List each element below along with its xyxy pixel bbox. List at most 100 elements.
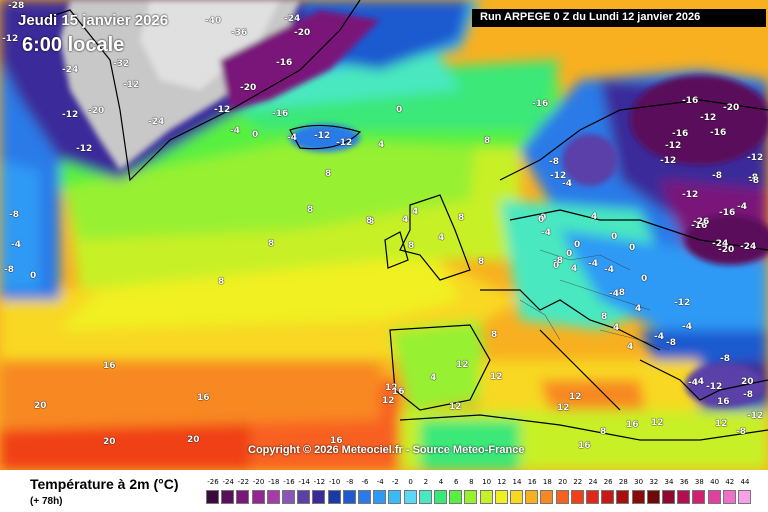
scale-tick-label: 10 <box>482 478 492 486</box>
map-canvas <box>0 0 768 470</box>
isotherm-label: 4 <box>402 215 409 225</box>
scale-tick-label: 20 <box>558 478 568 486</box>
isotherm-label: 16 <box>103 361 116 371</box>
scale-swatch <box>646 490 660 504</box>
borders <box>519 249 671 351</box>
isotherm-label: 12 <box>382 396 395 406</box>
isotherm-label: -4 <box>11 240 21 250</box>
temperature-map: -28 -12 -24 -32 -12 -20 -12 -12 -8 -4 -8 0 -40 -36 -24… <box>0 0 768 470</box>
isotherm-label: 0 <box>540 213 547 223</box>
scale-tick-label: -18 <box>268 478 280 486</box>
scale-tick-label: 24 <box>588 478 598 486</box>
scale-tick-label: -4 <box>376 478 384 486</box>
isotherm-label: -20 <box>718 245 735 255</box>
isotherm-label: -12 <box>214 105 231 115</box>
isotherm-label: 20 <box>187 435 200 445</box>
isotherm-label: -8 <box>736 427 746 437</box>
isotherm-label: -8 <box>743 390 753 400</box>
scale-swatch <box>282 490 295 504</box>
isotherm-label: -4 <box>654 332 664 342</box>
isotherm-label: 0 <box>538 215 545 225</box>
isotherm-label: -4 <box>737 202 747 212</box>
isotherm-label: -12 <box>62 110 79 120</box>
isotherm-label: -8 <box>549 157 559 167</box>
scale-swatch <box>342 490 356 504</box>
isotherm-label: 0 <box>252 130 259 140</box>
isotherm-label: 12 <box>385 383 398 393</box>
isotherm-label: 4 <box>412 207 419 217</box>
scale-swatch <box>525 490 539 504</box>
scale-swatch <box>464 490 478 504</box>
isotherm-label: -16 <box>276 58 293 68</box>
legend: Température à 2m (°C) (+ 78h) -26 -24 -22-… <box>0 470 768 512</box>
scale-swatch <box>707 490 721 504</box>
isotherm-label: 0 <box>641 274 648 284</box>
scale-swatch <box>434 490 447 504</box>
scale-tick-label: 16 <box>527 478 537 486</box>
scale-tick-label: -26 <box>207 478 219 486</box>
isotherm-label: 8 <box>600 427 607 437</box>
isotherm-label: 4 <box>635 304 642 314</box>
isotherm-label: -4 <box>287 133 297 143</box>
isotherm-label: -8 <box>4 265 14 275</box>
scale-swatch <box>449 490 463 504</box>
isotherm-label: -16 <box>672 129 689 139</box>
isotherm-label: -32 <box>113 59 130 69</box>
isotherm-label: -16 <box>532 99 549 109</box>
scale-tick-label: 32 <box>649 478 659 486</box>
isotherm-label: -24 <box>740 242 757 252</box>
scale-tick-label: 36 <box>679 478 689 486</box>
scale-tick-label: 30 <box>634 478 644 486</box>
scale-tick-label: 18 <box>542 478 552 486</box>
isotherm-label: 8 <box>325 169 332 179</box>
isotherm-label: 0 <box>574 240 581 250</box>
scale-tick-label: -20 <box>252 478 265 486</box>
scale-swatch <box>206 490 219 504</box>
scale-swatch <box>358 490 371 504</box>
isotherm-label: -4 <box>682 322 692 332</box>
scale-tick-label: -24 <box>222 478 234 486</box>
scale-swatch <box>403 490 417 504</box>
isotherm-label: -12 <box>674 298 691 308</box>
isotherm-label: 4 <box>613 323 620 333</box>
isotherm-label: -4 <box>609 289 619 299</box>
isotherm-label: -20 <box>294 28 311 38</box>
scale-tick-label: -6 <box>361 478 369 486</box>
scale-swatch <box>388 490 402 504</box>
scale-tick-label: 38 <box>694 478 704 486</box>
isotherm-label: -8 <box>720 354 730 364</box>
isotherm-label: -12 <box>747 153 764 163</box>
isotherm-label: -12 <box>76 144 93 154</box>
cold-cores <box>60 0 768 407</box>
isotherm-label: -12 <box>682 190 699 200</box>
scale-swatch <box>662 490 675 504</box>
isotherm-label: 12 <box>490 372 503 382</box>
isotherm-label: 20 <box>34 401 47 411</box>
scale-tick-label: -14 <box>298 478 310 486</box>
isotherm-label: 16 <box>578 441 591 451</box>
isotherm-label: -8 <box>553 256 563 266</box>
scale-swatch <box>494 490 508 504</box>
legend-lead-time: (+ 78h) <box>30 496 63 507</box>
isotherm-label: 0 <box>30 271 37 281</box>
isotherm-label: 16 <box>392 387 405 397</box>
scale-swatch <box>540 490 554 504</box>
isotherm-label: 4 <box>438 233 445 243</box>
isotherm-label: -8 <box>9 210 19 220</box>
scale-tick-label: 4 <box>438 478 444 486</box>
isotherm-label: 8 <box>366 216 373 226</box>
scale-swatch <box>236 490 250 504</box>
scale-swatch <box>738 490 751 504</box>
isotherm-label: 0 <box>629 243 636 253</box>
isotherm-label: -12 <box>314 131 331 141</box>
isotherm-label: -4 <box>688 378 698 388</box>
coastlines <box>39 0 768 441</box>
isotherm-label: 12 <box>449 402 462 412</box>
scale-swatch <box>677 490 691 504</box>
scale-swatch <box>221 490 235 504</box>
isotherm-label: -24 <box>284 14 301 24</box>
scale-tick-label: -2 <box>391 478 399 486</box>
isotherm-label: -8 <box>749 176 759 186</box>
isotherm-label: 8 <box>307 205 314 215</box>
isotherm-label: 8 <box>491 330 498 340</box>
